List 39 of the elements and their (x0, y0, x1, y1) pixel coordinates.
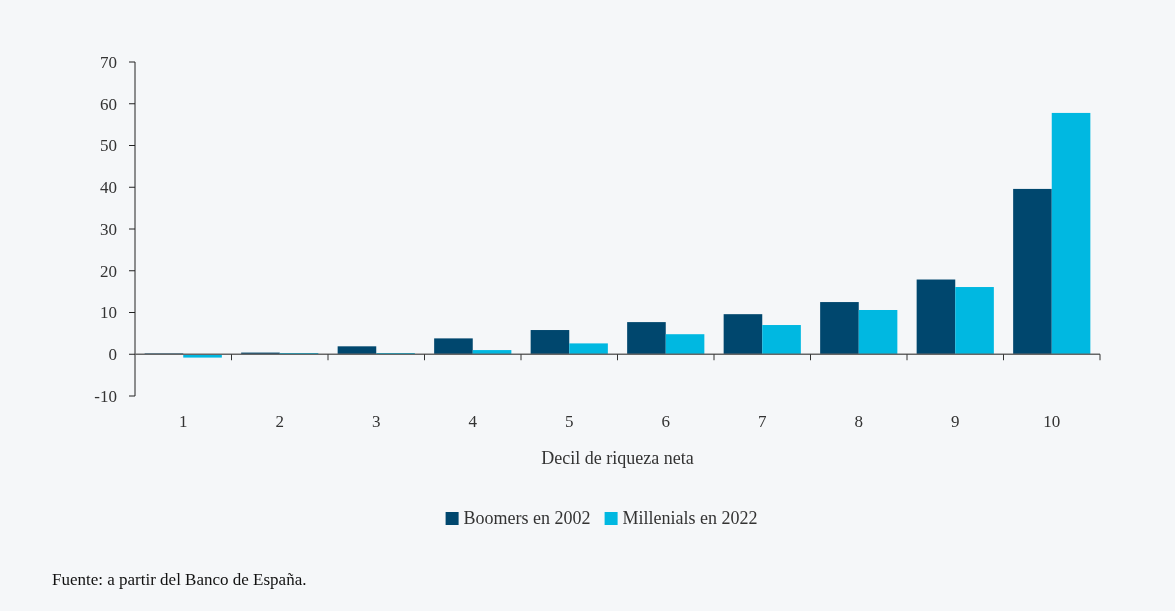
source-note: Fuente: a partir del Banco de España. (52, 570, 307, 589)
bar (472, 350, 512, 355)
x-tick-label: 2 (275, 412, 284, 431)
y-tick-label: 0 (108, 345, 117, 365)
y-tick-label: 30 (100, 219, 117, 239)
bar (530, 330, 570, 355)
bar (955, 287, 994, 355)
legend-label: Millenials en 2022 (622, 508, 758, 528)
bar (627, 322, 666, 355)
y-tick-label: 70 (100, 52, 117, 72)
x-tick-label: 4 (468, 412, 478, 431)
bar (762, 325, 801, 355)
x-tick-label: 10 (1043, 412, 1061, 431)
x-tick-label: 3 (372, 412, 381, 431)
x-axis-title: Decil de riqueza neta (541, 448, 694, 468)
bar (820, 302, 859, 355)
x-tick-label: 5 (565, 412, 574, 431)
bar (434, 338, 473, 355)
legend-label: Boomers en 2002 (463, 508, 591, 528)
bar (858, 310, 898, 355)
bar (183, 354, 222, 358)
y-tick-label: -10 (94, 386, 117, 406)
bar (1013, 188, 1052, 355)
bar (337, 346, 377, 355)
x-tick-label: 8 (854, 412, 863, 431)
x-tick-label: 9 (951, 412, 960, 431)
y-tick-label: 20 (100, 261, 117, 281)
bar (665, 334, 705, 355)
bar (569, 343, 608, 355)
bar (723, 314, 763, 355)
bar (916, 279, 956, 355)
x-tick-label: 1 (179, 412, 188, 431)
y-tick-label: 60 (100, 94, 117, 114)
y-tick-label: 40 (100, 178, 117, 198)
bar (1051, 112, 1091, 355)
y-tick-label: 50 (100, 136, 117, 156)
x-tick-label: 7 (758, 412, 767, 431)
x-tick-label: 6 (661, 412, 670, 431)
y-tick-label: 10 (100, 303, 117, 323)
